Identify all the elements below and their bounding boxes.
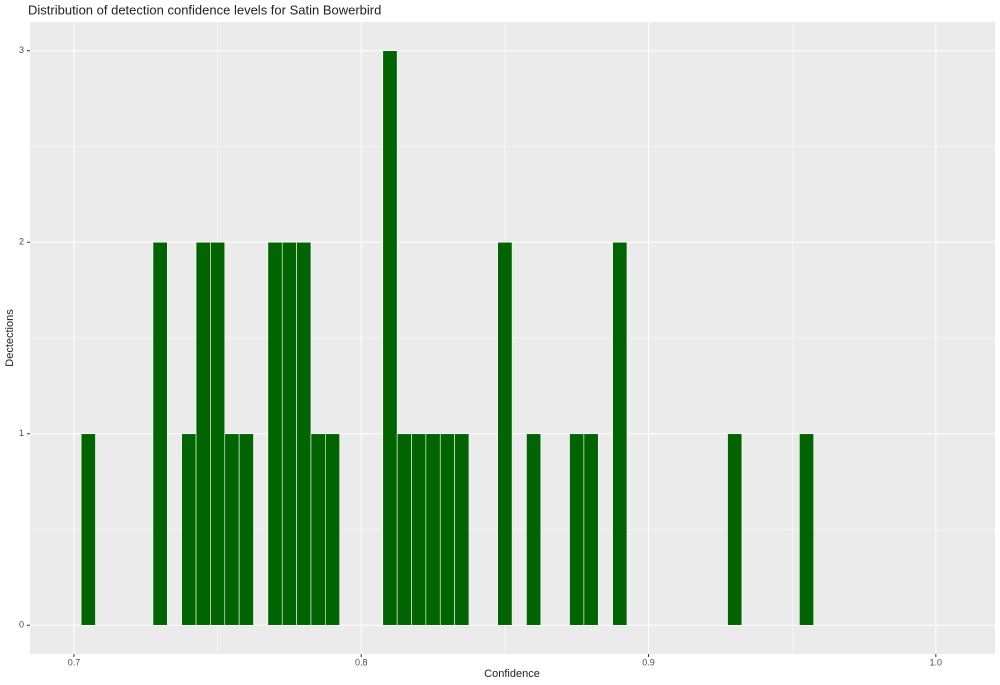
x-axis-label: Confidence <box>484 668 540 680</box>
y-tick-label: 0 <box>19 620 24 630</box>
bar <box>727 433 743 626</box>
bar <box>296 241 312 626</box>
bar <box>439 433 455 626</box>
bar <box>267 241 283 626</box>
bar <box>238 433 254 626</box>
x-tick-label: 0.8 <box>355 657 368 667</box>
bar <box>152 241 168 626</box>
bar <box>382 50 398 626</box>
y-tick-label: 3 <box>19 45 24 55</box>
bar <box>569 433 585 626</box>
bar <box>526 433 542 626</box>
bar <box>325 433 340 626</box>
bar <box>583 433 599 626</box>
bar <box>612 241 628 626</box>
bar <box>195 241 211 626</box>
bar <box>454 433 470 626</box>
y-axis-label: Dectections <box>4 309 16 367</box>
bar <box>425 433 441 626</box>
bar <box>411 433 427 626</box>
x-tick-label: 1.0 <box>930 657 943 667</box>
bar <box>497 241 513 626</box>
chart-title: Distribution of detection confidence lev… <box>28 2 381 17</box>
bar <box>80 433 96 626</box>
y-tick-label: 1 <box>19 428 24 438</box>
x-tick-label: 0.9 <box>642 657 655 667</box>
bar <box>210 241 226 626</box>
y-tick-label: 2 <box>19 237 24 247</box>
bar <box>281 241 297 626</box>
bar <box>181 433 197 626</box>
bar <box>396 433 412 626</box>
bar <box>224 433 240 626</box>
bar <box>799 433 815 626</box>
bar <box>310 433 326 626</box>
x-tick-label: 0.7 <box>68 657 81 667</box>
